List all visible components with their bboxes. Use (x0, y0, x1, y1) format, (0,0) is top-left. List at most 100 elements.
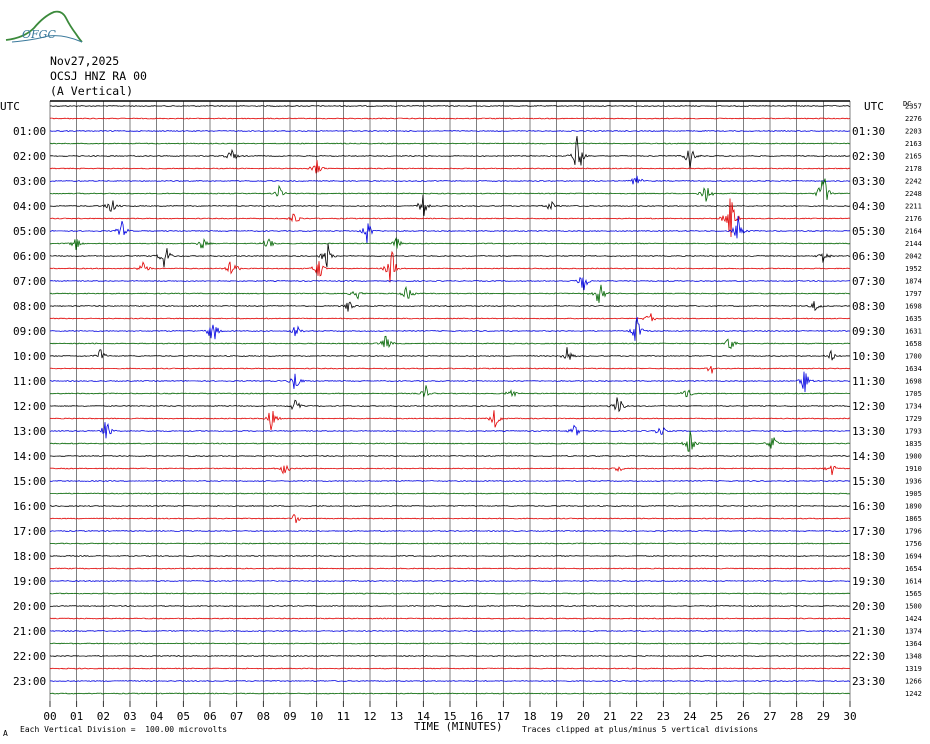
right-hour-label: 17:30 (852, 525, 885, 538)
dc-offset-label: 1756 (905, 540, 922, 548)
right-hour-label: 11:30 (852, 375, 885, 388)
left-hour-label: 12:00 (13, 400, 46, 413)
trace-line (50, 530, 851, 532)
dc-offset-label: 1865 (905, 515, 922, 523)
dc-offset-label: 1936 (905, 478, 922, 486)
left-hour-label: 08:00 (13, 300, 46, 313)
dc-offset-label: 1266 (905, 678, 922, 686)
left-hour-label: 13:00 (13, 425, 46, 438)
x-tick-label: 21 (603, 710, 616, 723)
trace-line (49, 567, 850, 570)
right-utc-label: UTC (864, 100, 884, 113)
dc-offset-label: 1874 (905, 278, 922, 286)
x-tick-label: 27 (763, 710, 776, 723)
footer-mark: A (3, 729, 8, 738)
right-hour-label: 21:30 (852, 625, 885, 638)
trace-line (49, 430, 851, 452)
trace-line (49, 464, 851, 476)
dc-offset-label: 1614 (905, 578, 922, 586)
left-hour-label: 10:00 (13, 350, 46, 363)
dc-offset-label: 1634 (905, 365, 922, 373)
x-tick-label: 20 (577, 710, 590, 723)
dc-offset-label: 1424 (905, 615, 922, 623)
x-tick-label: 14 (417, 710, 431, 723)
trace-line (49, 216, 851, 244)
right-hour-label: 22:30 (852, 650, 885, 663)
x-tick-label: 09 (283, 710, 296, 723)
x-tick-label: 11 (337, 710, 350, 723)
trace-line (49, 130, 850, 132)
trace-line (49, 385, 851, 398)
right-hour-label: 06:30 (852, 250, 885, 263)
x-tick-label: 30 (843, 710, 856, 723)
dc-offset-label: 1890 (905, 503, 922, 511)
right-hour-label: 05:30 (852, 225, 885, 238)
x-tick-label: 08 (257, 710, 270, 723)
trace-line (49, 301, 851, 312)
dc-offset-label: 1729 (905, 415, 922, 423)
footer-clip-note: Traces clipped at plus/minus 5 vertical … (522, 725, 759, 734)
x-tick-label: 01 (70, 710, 83, 723)
left-hour-label: 05:00 (13, 225, 46, 238)
dc-offset-label: 2178 (905, 165, 922, 173)
x-tick-label: 12 (363, 710, 376, 723)
dc-offset-label: 1705 (905, 390, 922, 398)
x-tick-label: 13 (390, 710, 403, 723)
dc-offset-label: 1698 (905, 303, 922, 311)
x-axis-title: TIME (MINUTES) (414, 721, 503, 733)
trace-line (49, 237, 851, 250)
dc-offset-label: 2165 (905, 153, 922, 161)
dc-offset-label: 1793 (905, 428, 922, 436)
trace-line (49, 680, 850, 682)
dc-offset-label: 1734 (905, 403, 922, 411)
x-tick-label: 07 (230, 710, 243, 723)
dc-offset-label: 2164 (905, 228, 922, 236)
date-label: Nov27,2025 (50, 54, 120, 68)
left-hour-label: 06:00 (13, 250, 46, 263)
trace-line (49, 335, 851, 350)
x-tick-label: 26 (737, 710, 750, 723)
left-hour-label: 01:00 (13, 125, 46, 138)
component-label: (A Vertical) (50, 84, 134, 98)
left-hour-label: 03:00 (13, 175, 46, 188)
x-tick-label: 25 (710, 710, 723, 723)
dc-offset-label: 2211 (905, 203, 922, 211)
dc-offset-label: 1700 (905, 353, 922, 361)
x-tick-label: 28 (790, 710, 803, 723)
x-tick-label: 22 (630, 710, 643, 723)
dc-offset-label: 1374 (905, 628, 922, 636)
dc-offset-label: 1348 (905, 653, 922, 661)
trace-line (49, 410, 851, 431)
dc-offset-label: 1242 (905, 690, 922, 698)
dc-offset-label: 2248 (905, 190, 922, 198)
trace-line (49, 284, 851, 303)
dc-offset-label: 1635 (905, 315, 922, 323)
dc-offset-label: 2163 (905, 140, 922, 148)
dc-offset-label: 1319 (905, 665, 922, 673)
trace-line (49, 542, 851, 545)
dc-offset-label: 1694 (905, 553, 922, 561)
left-hour-label: 18:00 (13, 550, 46, 563)
right-hour-label: 18:30 (852, 550, 885, 563)
dc-offset-label: 2242 (905, 178, 922, 186)
footer-scale-note: Each Vertical Division = 100.00 microvol… (20, 725, 228, 734)
x-tick-label: 10 (310, 710, 323, 723)
trace-line (49, 365, 851, 374)
left-hour-label: 02:00 (13, 150, 46, 163)
right-hour-label: 08:30 (852, 300, 885, 313)
left-hour-label: 04:00 (13, 200, 46, 213)
right-hour-label: 15:30 (852, 475, 885, 488)
dc-offset-label: 1900 (905, 453, 922, 461)
x-tick-label: 06 (203, 710, 216, 723)
x-tick-label: 04 (150, 710, 164, 723)
right-hour-label: 19:30 (852, 575, 885, 588)
dc-offset-label: 1565 (905, 590, 922, 598)
dc-offset-label: 1905 (905, 490, 922, 498)
left-hour-label: 07:00 (13, 275, 46, 288)
trace-line (50, 642, 850, 645)
trace-line (49, 480, 851, 482)
dc-offset-label: 2357 (905, 103, 922, 111)
left-hour-label: 16:00 (13, 500, 46, 513)
right-hour-label: 20:30 (852, 600, 885, 613)
